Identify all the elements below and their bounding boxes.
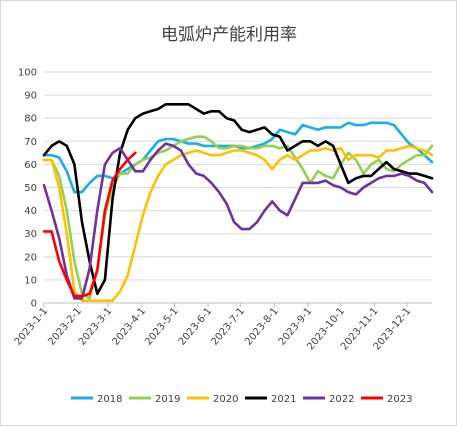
- axes: 01020304050607080901002023-1-12023-2-120…: [13, 68, 432, 353]
- x-tick-label: 2023-6-1: [177, 306, 215, 348]
- legend-label-2022: 2022: [329, 394, 354, 405]
- y-tick-label: 20: [24, 252, 37, 263]
- x-tick-label: 2023-4-1: [111, 306, 149, 348]
- series-line-2023: [42, 151, 137, 298]
- series-line-2019: [42, 135, 434, 300]
- y-tick-label: 0: [31, 299, 37, 310]
- y-tick-label: 60: [24, 160, 37, 171]
- y-tick-label: 40: [24, 206, 37, 217]
- legend-label-2020: 2020: [213, 394, 238, 405]
- series-line-2021: [42, 103, 434, 296]
- x-tick-label: 2023-7-1: [209, 306, 247, 348]
- x-tick-label: 2023-5-1: [143, 306, 181, 348]
- series-line-2020: [42, 144, 434, 303]
- chart-title: 电弧炉产能利用率: [161, 25, 297, 45]
- series-lines: [42, 103, 434, 303]
- y-tick-label: 70: [24, 137, 37, 148]
- legend-label-2023: 2023: [387, 394, 412, 405]
- legend-label-2018: 2018: [97, 394, 122, 405]
- y-tick-label: 50: [24, 183, 37, 194]
- legend: 2018 2019 2020 2021 2022 2023: [71, 394, 412, 405]
- x-tick-label: 2023-1-1: [13, 306, 51, 348]
- y-tick-label: 80: [24, 114, 37, 125]
- series-line-2022: [42, 142, 434, 300]
- y-tick-label: 100: [18, 68, 37, 79]
- y-tick-label: 90: [24, 91, 37, 102]
- y-tick-label: 10: [24, 275, 37, 286]
- y-tick-label: 30: [24, 229, 37, 240]
- x-tick-label: 2023-8-1: [243, 306, 281, 348]
- legend-label-2019: 2019: [155, 394, 180, 405]
- legend-label-2021: 2021: [271, 394, 296, 405]
